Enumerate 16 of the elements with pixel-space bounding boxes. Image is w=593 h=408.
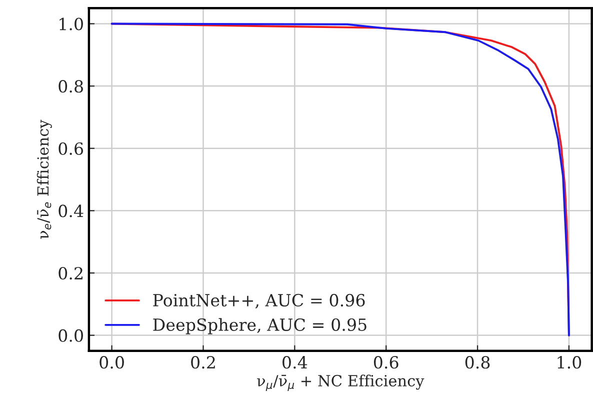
- x-tick-label: 1.0: [558, 356, 582, 369]
- x-tick-label: 0.0: [100, 356, 124, 369]
- y-tick-label: 0.2: [58, 266, 82, 280]
- legend-label: PointNet++, AUC = 0.96: [153, 294, 365, 309]
- x-tick-label: 0.4: [282, 356, 308, 369]
- y-tick-label: 0.4: [58, 204, 84, 218]
- y-tick-label: 0.6: [58, 142, 84, 155]
- y-tick-label: 1.0: [60, 18, 83, 30]
- x-tick-label: 0.6: [374, 356, 398, 369]
- y-axis-title: ν$_{e}$/ν̄$_{e}$ Efficiency: [36, 120, 52, 239]
- x-axis-title: ν$_{μ}$/ν̄$_{μ}$ + NC Efficiency: [257, 374, 424, 391]
- legend-label: DeepSphere, AUC = 0.95: [153, 318, 366, 334]
- y-tick-label: 0.0: [58, 329, 83, 342]
- x-tick-label: 0.2: [191, 356, 215, 369]
- y-tick-label: 0.8: [58, 80, 83, 93]
- x-tick-label: 0.8: [465, 356, 490, 369]
